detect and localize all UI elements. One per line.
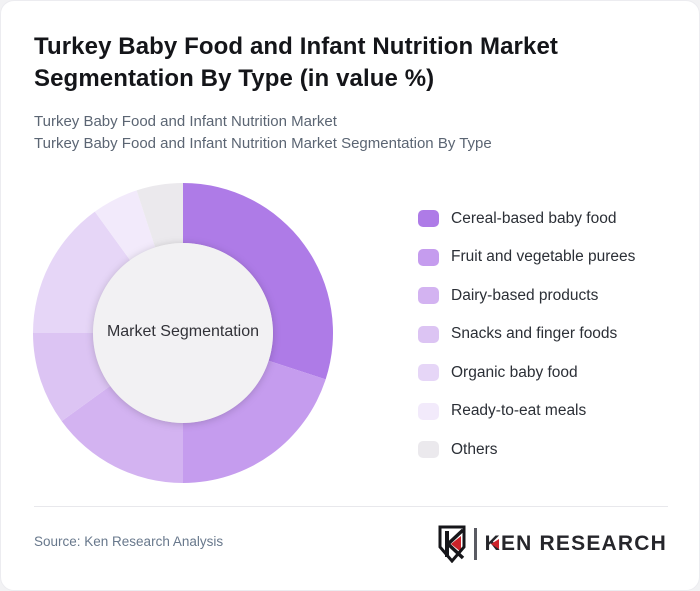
legend-item-fruit-and-vegetable-purees[interactable]: Fruit and vegetable purees xyxy=(418,248,636,266)
legend-swatch xyxy=(418,210,439,227)
donut-segment-cereal-based-baby-food[interactable] xyxy=(183,183,334,380)
legend-swatch xyxy=(418,441,439,458)
legend-label: Others xyxy=(451,440,498,458)
donut-segment-fruit-and-vegetable-purees[interactable] xyxy=(183,360,326,483)
subtitle-line-2: Turkey Baby Food and Infant Nutrition Ma… xyxy=(34,135,492,152)
red-triangle-icon xyxy=(490,539,499,549)
legend-label: Organic baby food xyxy=(451,363,578,381)
legend-label: Cereal-based baby food xyxy=(451,209,617,227)
footer-divider xyxy=(34,506,668,507)
source-text: Source: Ken Research Analysis xyxy=(34,534,224,549)
legend-item-organic-baby-food[interactable]: Organic baby food xyxy=(418,364,635,381)
legend-item-dairy-based-products[interactable]: Dairy-based products xyxy=(418,287,635,304)
donut-segment-snacks-and-finger-foods[interactable] xyxy=(33,333,111,422)
donut-chart xyxy=(27,177,339,489)
legend-label: Snacks and finger foods xyxy=(451,325,618,342)
legend-swatch xyxy=(418,402,439,420)
legend-item-others[interactable]: Others xyxy=(418,441,635,458)
donut-segment-ready-to-eat-meals[interactable] xyxy=(94,190,156,261)
ken-research-shield-icon xyxy=(438,525,466,563)
legend-item-ready-to-eat-meals[interactable]: Ready-to-eat meals xyxy=(418,402,635,420)
logo-divider xyxy=(474,528,477,560)
legend-item-cereal-based-baby-food[interactable]: Cereal-based baby food xyxy=(418,210,635,227)
legend-label: Fruit and vegetable purees xyxy=(451,248,636,265)
page-title: Turkey Baby Food and Infant Nutrition Ma… xyxy=(34,33,558,93)
legend: Cereal-based baby food Fruit and vegetabl… xyxy=(418,210,635,458)
legend-swatch xyxy=(418,248,439,266)
donut-svg xyxy=(33,183,334,483)
subtitle-line-1: Turkey Baby Food and Infant Nutrition Ma… xyxy=(34,113,337,130)
donut-hole xyxy=(93,243,273,423)
donut-segment-organic-baby-food[interactable] xyxy=(33,211,131,333)
legend-swatch xyxy=(418,287,439,304)
legend-item-snacks-and-finger-foods[interactable]: Snacks and finger foods xyxy=(418,325,635,343)
chart-subtitles: Turkey Baby Food and Infant Nutrition Ma… xyxy=(34,111,492,155)
donut-segment-others[interactable] xyxy=(136,183,183,248)
legend-swatch xyxy=(418,364,439,381)
legend-label: Ready-to-eat meals xyxy=(451,402,587,419)
donut-center-label: Market Segmentation xyxy=(106,323,260,340)
legend-label: Dairy-based products xyxy=(451,286,599,304)
legend-swatch xyxy=(418,325,439,343)
brand-wordmark: KEN RESEARCH xyxy=(484,532,667,555)
donut-segment-dairy-based-products[interactable] xyxy=(61,385,183,483)
ken-research-logo: KEN RESEARCH xyxy=(437,523,667,565)
